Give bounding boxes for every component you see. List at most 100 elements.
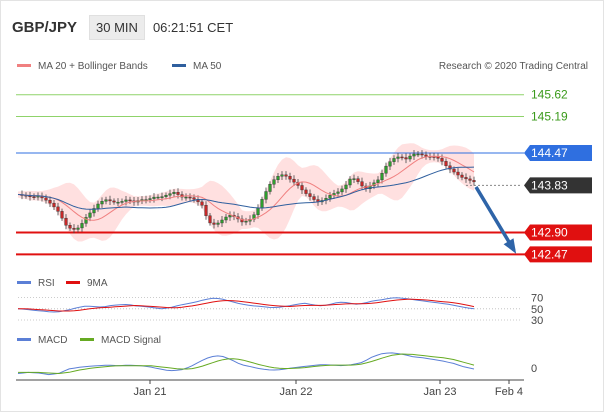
- candle-body: [164, 194, 168, 197]
- timeframe-button[interactable]: 30 MIN: [89, 14, 145, 40]
- candle: [468, 175, 472, 184]
- candle: [76, 224, 80, 233]
- candle: [112, 198, 116, 205]
- candle-body: [188, 196, 192, 199]
- candle: [60, 208, 64, 221]
- candle-body: [64, 217, 68, 226]
- level-badge-144.47: [524, 144, 592, 161]
- candle-body: [156, 196, 160, 199]
- candle-body: [344, 184, 348, 190]
- candle-body: [436, 156, 440, 159]
- candle-body: [284, 174, 288, 177]
- candle-body: [340, 188, 344, 193]
- candle: [408, 153, 412, 162]
- candle: [152, 193, 156, 203]
- level-label-142.47: 142.47: [531, 247, 568, 261]
- candle-body: [472, 180, 476, 183]
- candle: [224, 213, 228, 224]
- candle-body: [308, 193, 312, 197]
- candle-body: [168, 193, 172, 196]
- candle: [184, 193, 188, 201]
- candle: [464, 173, 468, 183]
- candle: [44, 194, 48, 204]
- candle: [156, 194, 160, 200]
- candle: [196, 195, 200, 206]
- candle: [420, 150, 424, 159]
- level-label-143.83: 143.83: [531, 178, 568, 192]
- candle: [216, 220, 220, 228]
- candle-body: [200, 201, 204, 206]
- candle-body: [336, 191, 340, 194]
- candle: [292, 175, 296, 186]
- candle: [88, 209, 92, 222]
- candle: [212, 218, 216, 229]
- candle-body: [60, 211, 64, 219]
- candle-body: [276, 176, 280, 180]
- macd-legend: MACD MACD Signal: [17, 335, 161, 346]
- candle-body: [280, 174, 284, 177]
- candle: [128, 196, 132, 204]
- candle-body: [116, 201, 120, 204]
- candle: [448, 161, 452, 174]
- candle: [164, 192, 168, 200]
- candle-body: [204, 205, 208, 216]
- ma20-legend-swatch: [17, 64, 31, 67]
- candle: [120, 198, 124, 205]
- ma50-legend-swatch: [172, 64, 186, 67]
- candle-body: [404, 157, 408, 160]
- candle-body: [452, 168, 456, 173]
- candle: [280, 171, 284, 181]
- rsi-ma-legend-swatch: [66, 281, 80, 284]
- candle-body: [256, 208, 260, 215]
- candle: [288, 172, 292, 183]
- macd-signal-legend-swatch: [80, 338, 94, 341]
- candle: [240, 215, 244, 226]
- candle-body: [356, 178, 360, 182]
- candle-body: [388, 161, 392, 167]
- candle-body: [108, 199, 112, 202]
- candle-body: [148, 198, 152, 200]
- candle-body: [440, 158, 444, 162]
- forecast-arrow-head: [503, 238, 517, 254]
- symbol-label[interactable]: GBP/JPY: [12, 18, 78, 36]
- candle-body: [400, 156, 404, 159]
- candle: [272, 175, 276, 189]
- candle: [100, 197, 104, 208]
- candle-body: [360, 181, 364, 187]
- candle-body: [176, 191, 180, 195]
- candle: [96, 200, 100, 212]
- candle: [64, 214, 68, 230]
- candle-body: [52, 202, 56, 208]
- candle: [244, 217, 248, 226]
- candle-body: [384, 165, 388, 174]
- candle-body: [292, 178, 296, 183]
- candle: [380, 169, 384, 184]
- candle-body: [160, 196, 164, 198]
- candle-body: [128, 199, 132, 202]
- candle-body: [72, 227, 76, 230]
- candle-body: [192, 197, 196, 200]
- candle-body: [396, 156, 400, 159]
- candle-body: [412, 153, 416, 157]
- ma50-legend-label: MA 50: [193, 61, 222, 72]
- rsi-legend-swatch: [17, 281, 31, 284]
- candle: [264, 187, 268, 204]
- x-tick-label: Feb 4: [495, 386, 523, 398]
- candle: [200, 198, 204, 209]
- ma50-line: [17, 166, 475, 210]
- main-legend: MA 20 + Bollinger Bands MA 50 Research ©…: [17, 61, 588, 72]
- candle-body: [196, 199, 200, 203]
- candle: [396, 152, 400, 163]
- candle: [108, 195, 112, 205]
- ma20-line: [17, 155, 475, 221]
- level-label-145.62: 145.62: [531, 88, 568, 102]
- candle: [204, 201, 208, 220]
- candle: [472, 176, 476, 186]
- x-tick-label: Jan 22: [279, 386, 312, 398]
- candle-body: [352, 178, 356, 180]
- candle: [52, 200, 56, 211]
- candle-body: [264, 191, 268, 200]
- candle-body: [240, 218, 244, 223]
- candle-body: [208, 215, 212, 224]
